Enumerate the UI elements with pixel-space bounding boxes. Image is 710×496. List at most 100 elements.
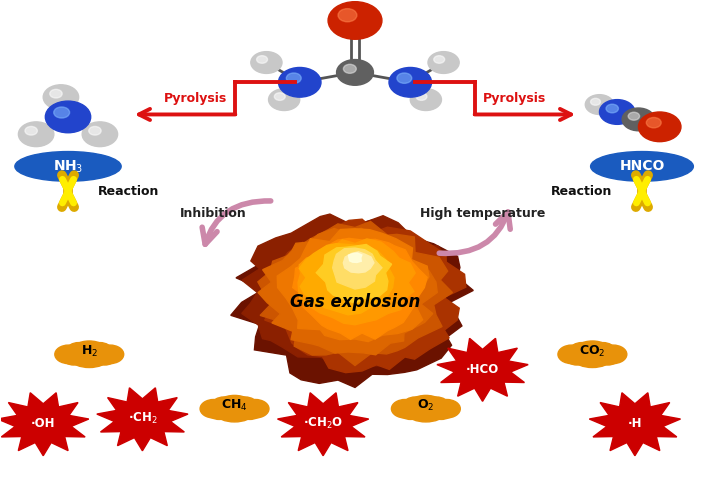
Circle shape xyxy=(344,64,356,73)
Polygon shape xyxy=(293,239,427,339)
Ellipse shape xyxy=(67,343,90,358)
Polygon shape xyxy=(258,222,452,366)
Ellipse shape xyxy=(217,406,252,422)
Polygon shape xyxy=(589,393,680,456)
Circle shape xyxy=(416,93,427,100)
Circle shape xyxy=(622,108,655,131)
Text: Reaction: Reaction xyxy=(551,185,613,197)
Circle shape xyxy=(45,101,91,133)
Ellipse shape xyxy=(94,352,115,365)
Ellipse shape xyxy=(72,352,107,368)
Circle shape xyxy=(338,8,357,22)
Circle shape xyxy=(18,122,54,147)
Polygon shape xyxy=(0,393,89,456)
Text: Reaction: Reaction xyxy=(97,185,159,197)
Text: NH$_3$: NH$_3$ xyxy=(53,158,83,175)
Circle shape xyxy=(278,67,321,97)
Ellipse shape xyxy=(400,407,421,420)
Text: ·CH$_2$: ·CH$_2$ xyxy=(128,411,157,426)
Polygon shape xyxy=(333,248,382,289)
Ellipse shape xyxy=(209,407,230,420)
Ellipse shape xyxy=(239,407,261,420)
Polygon shape xyxy=(299,244,394,315)
Ellipse shape xyxy=(599,345,627,364)
Text: ·HCO: ·HCO xyxy=(466,363,499,375)
Ellipse shape xyxy=(215,395,253,419)
Text: ·CH$_2$O: ·CH$_2$O xyxy=(303,416,343,431)
Circle shape xyxy=(397,73,412,83)
Ellipse shape xyxy=(573,341,611,364)
Ellipse shape xyxy=(96,345,124,364)
Text: H$_2$: H$_2$ xyxy=(81,344,98,359)
Polygon shape xyxy=(97,388,188,451)
Ellipse shape xyxy=(234,397,257,412)
Text: Pyrolysis: Pyrolysis xyxy=(164,92,227,105)
Circle shape xyxy=(251,52,282,73)
Polygon shape xyxy=(437,338,528,401)
Polygon shape xyxy=(258,228,437,355)
Ellipse shape xyxy=(430,407,452,420)
Circle shape xyxy=(43,85,79,110)
Text: CH$_4$: CH$_4$ xyxy=(222,398,248,413)
Text: CO$_2$: CO$_2$ xyxy=(579,344,606,359)
Ellipse shape xyxy=(597,352,618,365)
Circle shape xyxy=(628,112,640,120)
Ellipse shape xyxy=(408,406,444,422)
Ellipse shape xyxy=(63,352,84,365)
Circle shape xyxy=(268,89,300,111)
Text: HNCO: HNCO xyxy=(619,159,665,174)
Polygon shape xyxy=(298,239,415,325)
Ellipse shape xyxy=(558,345,586,364)
Ellipse shape xyxy=(407,395,445,419)
Ellipse shape xyxy=(433,399,460,418)
Text: Inhibition: Inhibition xyxy=(180,207,246,220)
Circle shape xyxy=(337,60,373,85)
Polygon shape xyxy=(278,393,368,456)
Polygon shape xyxy=(349,253,362,262)
Circle shape xyxy=(606,104,618,113)
Ellipse shape xyxy=(570,343,593,358)
Circle shape xyxy=(286,73,301,83)
Circle shape xyxy=(428,52,459,73)
Circle shape xyxy=(389,67,432,97)
Text: High temperature: High temperature xyxy=(420,207,545,220)
Text: ·OH: ·OH xyxy=(31,417,55,430)
Polygon shape xyxy=(265,219,466,372)
Ellipse shape xyxy=(591,343,615,358)
Ellipse shape xyxy=(200,399,228,418)
Circle shape xyxy=(256,56,268,63)
Circle shape xyxy=(638,112,681,142)
Ellipse shape xyxy=(591,152,694,181)
Circle shape xyxy=(591,98,601,105)
Ellipse shape xyxy=(404,397,427,412)
Polygon shape xyxy=(316,245,392,303)
Ellipse shape xyxy=(70,341,109,364)
Polygon shape xyxy=(344,252,374,273)
Ellipse shape xyxy=(55,345,82,364)
Ellipse shape xyxy=(212,397,235,412)
Circle shape xyxy=(599,100,635,124)
Polygon shape xyxy=(278,229,429,342)
Polygon shape xyxy=(242,214,450,366)
Circle shape xyxy=(50,89,62,98)
Circle shape xyxy=(82,122,118,147)
Ellipse shape xyxy=(89,343,111,358)
Text: Gas explosion: Gas explosion xyxy=(290,294,420,311)
Text: O$_2$: O$_2$ xyxy=(417,398,435,413)
Circle shape xyxy=(25,126,38,135)
Circle shape xyxy=(328,1,382,39)
Text: ·H: ·H xyxy=(628,417,642,430)
Circle shape xyxy=(585,95,613,115)
Ellipse shape xyxy=(425,397,448,412)
Circle shape xyxy=(410,89,442,111)
Ellipse shape xyxy=(575,352,610,368)
Circle shape xyxy=(89,126,101,135)
Ellipse shape xyxy=(241,399,269,418)
Circle shape xyxy=(646,118,661,128)
Ellipse shape xyxy=(567,352,588,365)
Circle shape xyxy=(54,107,70,118)
Ellipse shape xyxy=(391,399,419,418)
Ellipse shape xyxy=(15,152,121,181)
Circle shape xyxy=(274,93,285,100)
Circle shape xyxy=(434,56,444,63)
